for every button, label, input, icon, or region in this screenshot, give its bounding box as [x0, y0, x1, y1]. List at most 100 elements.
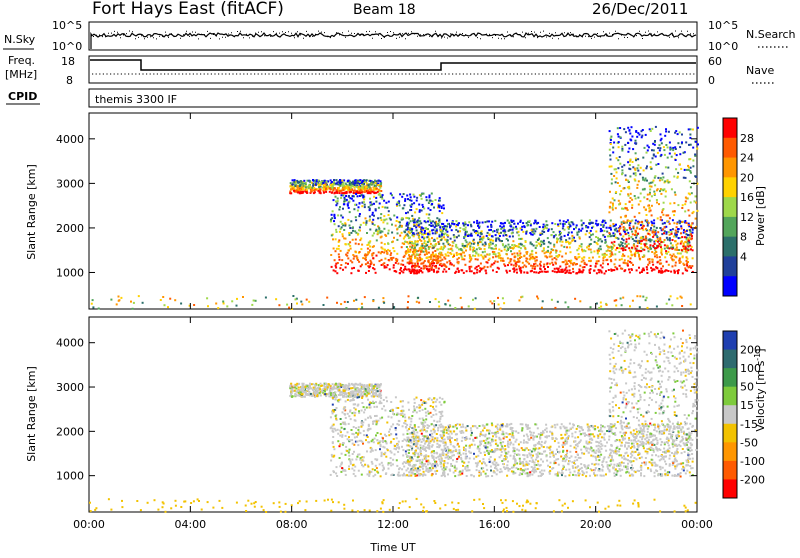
velocity-echo — [388, 431, 390, 433]
power-echo — [503, 227, 505, 229]
power-echo — [406, 246, 408, 248]
velocity-echo — [390, 474, 392, 476]
power-echo — [382, 194, 384, 196]
power-echo — [678, 269, 680, 271]
power-echo — [664, 135, 666, 137]
power-echo — [347, 219, 349, 221]
power-echo — [682, 272, 684, 274]
power-echo — [493, 300, 495, 302]
power-echo — [306, 189, 308, 191]
power-echo — [412, 262, 414, 264]
power-echo — [512, 229, 514, 231]
velocity-echo — [414, 402, 416, 404]
velocity-echo — [381, 417, 383, 419]
power-echo — [645, 167, 647, 169]
power-echo — [682, 204, 684, 206]
power-echo — [646, 214, 648, 216]
power-echo — [675, 194, 677, 196]
power-echo — [679, 163, 681, 165]
velocity-echo — [377, 394, 379, 396]
velocity-echo — [338, 389, 340, 391]
power-echo — [619, 163, 621, 165]
power-echo — [468, 305, 470, 307]
power-echo — [615, 305, 617, 307]
power-colorbar-swatch — [723, 256, 737, 276]
power-echo — [602, 221, 604, 223]
velocity-echo — [399, 467, 401, 469]
power-echo — [397, 232, 399, 234]
power-echo — [450, 248, 452, 250]
power-echo — [395, 225, 397, 227]
power-echo — [439, 256, 441, 258]
power-echo — [583, 260, 585, 262]
power-echo — [337, 198, 339, 200]
power-echo — [454, 307, 456, 309]
power-echo — [333, 220, 335, 222]
power-echo — [430, 254, 432, 256]
power-echo — [369, 249, 371, 251]
power-echo — [521, 296, 523, 298]
power-echo — [358, 229, 360, 231]
velocity-echo — [413, 405, 415, 407]
power-echo — [347, 189, 349, 191]
power-echo — [345, 307, 347, 309]
power-echo — [388, 259, 390, 261]
power-echo — [427, 260, 429, 262]
power-echo — [588, 257, 590, 259]
velocity-echo — [437, 429, 439, 431]
power-echo — [400, 263, 402, 265]
power-echo — [539, 234, 541, 236]
power-echo — [418, 266, 420, 268]
power-echo — [483, 267, 485, 269]
power-echo — [407, 249, 409, 251]
power-echo — [659, 144, 661, 146]
power-echo — [530, 233, 532, 235]
power-echo — [565, 239, 567, 241]
power-echo — [631, 231, 633, 233]
power-echo — [333, 184, 335, 186]
velocity-echo — [375, 434, 377, 436]
power-colorbar-tick: 16 — [740, 191, 754, 204]
power-echo — [399, 221, 401, 223]
velocity-echo — [396, 414, 398, 416]
power-echo — [416, 208, 418, 210]
velocity-echo — [418, 475, 420, 477]
power-echo — [498, 253, 500, 255]
power-echo — [660, 177, 662, 179]
power-echo — [626, 246, 628, 248]
power-echo — [612, 205, 614, 207]
power-echo — [459, 230, 461, 232]
power-echo — [669, 237, 671, 239]
velocity-echo — [390, 433, 392, 435]
power-echo — [690, 303, 692, 305]
power-echo — [516, 272, 518, 274]
velocity-echo — [401, 446, 403, 448]
velocity-echo — [416, 411, 418, 413]
power-echo — [629, 164, 631, 166]
power-echo — [386, 223, 388, 225]
velocity-echo — [560, 456, 562, 458]
power-echo — [336, 183, 338, 185]
power-echo — [598, 248, 600, 250]
power-echo — [432, 200, 434, 202]
power-echo — [381, 251, 383, 253]
power-echo — [452, 245, 454, 247]
power-echo — [378, 227, 380, 229]
power-echo — [631, 136, 633, 138]
power-echo — [610, 229, 612, 231]
velocity-echo — [325, 395, 327, 397]
power-echo — [376, 188, 378, 190]
power-echo — [669, 153, 671, 155]
power-echo — [551, 228, 553, 230]
power-echo — [323, 182, 325, 184]
power-echo — [621, 223, 623, 225]
velocity-echo — [344, 469, 346, 471]
power-echo — [617, 133, 619, 135]
velocity-echo — [363, 434, 365, 436]
velocity-echo — [333, 411, 335, 413]
power-echo — [554, 307, 556, 309]
power-echo — [436, 237, 438, 239]
power-echo — [369, 216, 371, 218]
power-echo — [643, 249, 645, 251]
power-echo — [474, 308, 476, 310]
